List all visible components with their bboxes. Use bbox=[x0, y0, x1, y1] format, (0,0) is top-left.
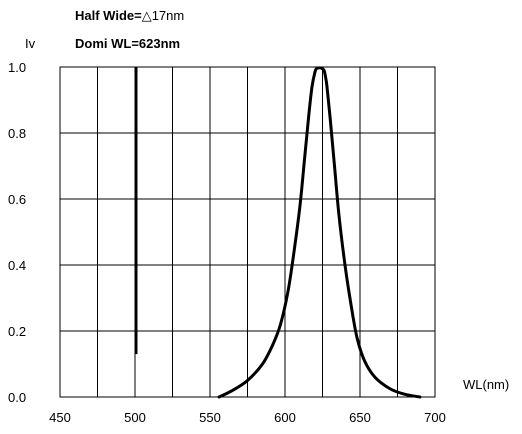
delta-symbol: △ bbox=[142, 8, 152, 23]
plot-frame bbox=[59, 66, 436, 398]
x-tick-label: 450 bbox=[49, 410, 71, 425]
x-axis-label: WL(nm) bbox=[463, 377, 509, 392]
domi-wl-annotation: Domi WL=623nm bbox=[75, 36, 180, 51]
y-axis-label: Iv bbox=[25, 36, 36, 51]
y-tick-label: 0.4 bbox=[8, 258, 26, 273]
half-wide-annotation: Half Wide=△17nm bbox=[75, 8, 184, 23]
half-wide-label: Half Wide= bbox=[75, 8, 142, 23]
half-wide-value: 17nm bbox=[152, 8, 185, 23]
x-tick-label: 500 bbox=[124, 410, 146, 425]
y-tick-label: 0.2 bbox=[8, 324, 26, 339]
series-lines bbox=[217, 66, 422, 399]
series-line bbox=[217, 66, 422, 399]
y-tick-label: 1.0 bbox=[8, 60, 26, 75]
x-tick-label: 700 bbox=[424, 410, 446, 425]
x-tick-label: 550 bbox=[199, 410, 221, 425]
tick-labels: 450 500 550 600 650 700 0.0 0.2 0.4 0.6 0.8 1.0 bbox=[8, 60, 446, 425]
y-tick-label: 0.0 bbox=[8, 390, 26, 405]
x-tick-label: 650 bbox=[349, 410, 371, 425]
x-tick-label: 600 bbox=[274, 410, 296, 425]
y-tick-label: 0.6 bbox=[8, 192, 26, 207]
y-tick-label: 0.8 bbox=[8, 126, 26, 141]
grid-lines bbox=[59, 66, 436, 398]
